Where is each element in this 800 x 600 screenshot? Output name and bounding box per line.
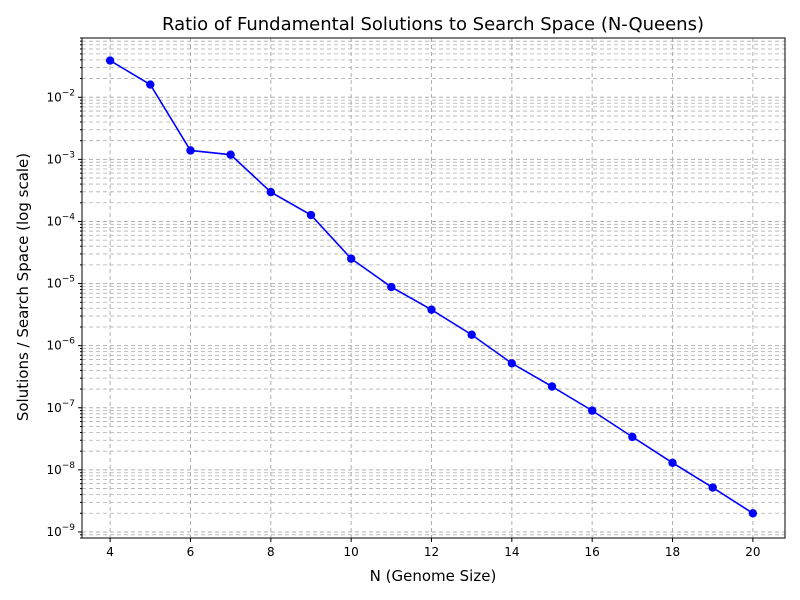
data-point (427, 305, 436, 314)
series-layer (105, 56, 758, 518)
y-tick-label: 10−7 (46, 399, 75, 415)
x-tick-label: 20 (745, 545, 760, 559)
y-tick-label: 10−8 (46, 461, 75, 477)
y-tick-base: 10 (46, 463, 61, 477)
x-tick-label: 4 (106, 545, 114, 559)
x-tick-label: 18 (665, 545, 680, 559)
data-point (708, 483, 717, 492)
x-tick-label: 6 (187, 545, 195, 559)
data-point (226, 150, 235, 159)
data-point (668, 458, 677, 468)
y-tick-label: 10−6 (46, 337, 75, 353)
y-tick-exponent: −3 (62, 150, 75, 160)
y-tick-label: 10−3 (46, 150, 75, 166)
y-tick-base: 10 (46, 525, 61, 539)
x-tick-label: 10 (344, 545, 359, 559)
y-tick-base: 10 (46, 339, 61, 353)
x-tick-label: 12 (424, 545, 439, 559)
y-tick-exponent: −4 (62, 212, 76, 222)
y-tick-exponent: −7 (62, 399, 75, 409)
y-tick-exponent: −6 (62, 337, 76, 347)
data-point (547, 382, 557, 391)
y-tick-base: 10 (46, 214, 61, 228)
data-point (186, 146, 195, 155)
y-tick-label: 10−4 (46, 212, 75, 228)
y-tick-label: 10−9 (46, 523, 75, 539)
data-point (467, 330, 476, 339)
data-point (346, 254, 356, 263)
y-tick-base: 10 (46, 152, 61, 166)
chart-title: Ratio of Fundamental Solutions to Search… (162, 14, 704, 35)
y-tick-base: 10 (46, 90, 61, 104)
x-tick-label: 14 (504, 545, 519, 559)
data-point (387, 282, 396, 292)
y-axis-label: Solutions / Search Space (log scale) (14, 153, 32, 421)
data-point (507, 359, 517, 368)
x-tick-label: 16 (585, 545, 600, 559)
data-point (587, 406, 597, 415)
x-tick-label: 8 (267, 545, 275, 559)
data-point (628, 432, 637, 442)
y-tick-base: 10 (46, 277, 61, 291)
plot-frame (81, 37, 786, 539)
data-point (306, 210, 316, 220)
y-tick-exponent: −2 (62, 88, 75, 98)
y-tick-exponent: −8 (62, 461, 76, 471)
y-tick-label: 10−2 (46, 88, 75, 104)
data-point (105, 56, 115, 65)
x-axis-label: N (Genome Size) (370, 567, 497, 585)
y-tick-base: 10 (46, 401, 61, 415)
data-point (146, 80, 155, 89)
data-point (266, 187, 276, 197)
y-tick-exponent: −5 (62, 275, 75, 285)
ticks: 4 6 8 10 12 14 16 18 2010−910−810−710−610−510−41… (46, 37, 761, 559)
y-tick-label: 10−5 (46, 275, 75, 291)
y-tick-exponent: −9 (62, 523, 76, 533)
data-point (748, 509, 758, 518)
